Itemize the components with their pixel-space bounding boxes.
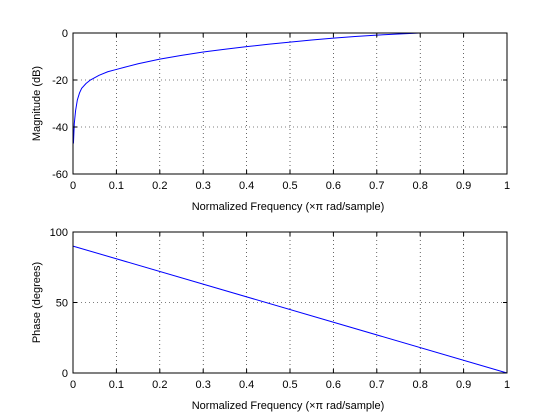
- magnitude-x-tick-label: 0.1: [109, 180, 124, 192]
- phase-y-tick-label: 100: [50, 227, 68, 239]
- magnitude-x-axis-label: Normalized Frequency (×π rad/sample): [192, 201, 385, 213]
- magnitude-x-tick-label: 0.9: [456, 180, 471, 192]
- magnitude-x-tick-label: 0.6: [326, 180, 341, 192]
- phase-x-tick-label: 0: [70, 379, 76, 391]
- phase-x-tick-label: 0.6: [326, 379, 341, 391]
- phase-x-tick-label: 0.9: [456, 379, 471, 391]
- magnitude-y-axis-label: Magnitude (dB): [31, 66, 43, 141]
- magnitude-x-tick-label: 0.7: [369, 180, 384, 192]
- magnitude-axes-box: [72, 32, 508, 175]
- phase-x-tick-label: 0.7: [369, 379, 384, 391]
- magnitude-x-tick-label: 0.3: [196, 180, 211, 192]
- phase-x-tick-label: 0.8: [413, 379, 428, 391]
- magnitude-y-tick-label: -20: [52, 75, 68, 87]
- phase-y-tick-label: 0: [62, 368, 68, 380]
- magnitude-x-tick-label: 0.4: [239, 180, 254, 192]
- magnitude-series-line: [72, 32, 421, 144]
- phase-series-line: [72, 245, 508, 374]
- magnitude-x-tick-label: 0: [70, 180, 76, 192]
- magnitude-x-tick-label: 1: [504, 180, 510, 192]
- phase-x-tick-label: 1: [504, 379, 510, 391]
- magnitude-y-tick-label: 0: [62, 28, 68, 40]
- phase-x-tick-label: 0.5: [282, 379, 297, 391]
- magnitude-plot: 0 0.1 0.2 0.3 0.4 0.5 0.6 0.7 0.8 0.9 1 -60 -40 -20 0 N…: [31, 28, 510, 213]
- phase-plot: 0 0.1 0.2 0.3 0.4 0.5 0.6 0.7 0.8 0.9 1 0 50 100 Norma…: [31, 227, 510, 412]
- phase-x-axis-label: Normalized Frequency (×π rad/sample): [192, 400, 385, 412]
- magnitude-x-tick-label: 0.2: [152, 180, 167, 192]
- phase-x-tick-label: 0.3: [196, 379, 211, 391]
- phase-x-tick-label: 0.1: [109, 379, 124, 391]
- phase-x-tick-label: 0.2: [152, 379, 167, 391]
- magnitude-y-tick-label: -40: [52, 122, 68, 134]
- phase-x-tick-label: 0.4: [239, 379, 254, 391]
- magnitude-x-tick-label: 0.8: [413, 180, 428, 192]
- phase-y-tick-label: 50: [56, 298, 68, 310]
- phase-y-axis-label: Phase (degrees): [31, 262, 43, 343]
- magnitude-x-tick-label: 0.5: [282, 180, 297, 192]
- magnitude-y-tick-label: -60: [52, 169, 68, 181]
